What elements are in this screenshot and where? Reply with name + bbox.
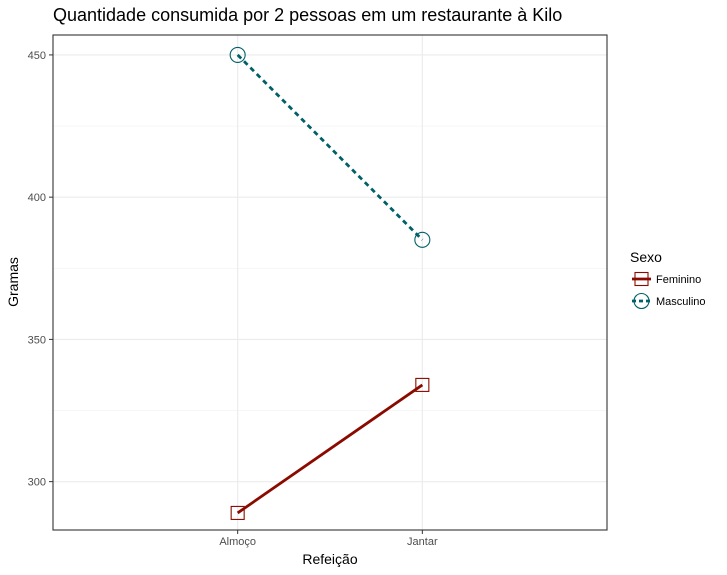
legend-key-masculino bbox=[633, 292, 650, 310]
panel-border bbox=[52, 34, 608, 531]
legend-label-masculino: Masculino bbox=[656, 296, 706, 308]
x-axis: Almoço Jantar bbox=[219, 530, 438, 548]
data-point-masculino bbox=[229, 46, 246, 63]
data-point-feminino bbox=[415, 377, 430, 392]
y-axis-title: Gramas bbox=[5, 257, 21, 307]
y-tick-label: 300 bbox=[28, 477, 46, 489]
series-line-masculino bbox=[236, 53, 424, 241]
plot-panel bbox=[53, 35, 607, 530]
legend-key-feminino bbox=[634, 271, 649, 287]
series-line-feminino bbox=[236, 383, 424, 515]
y-tick-label: 400 bbox=[28, 192, 46, 204]
x-axis-title: Refeição bbox=[302, 551, 357, 567]
legend-title: Sexo bbox=[630, 249, 662, 265]
data-point-feminino bbox=[230, 505, 245, 520]
legend-label-feminino: Feminino bbox=[656, 274, 701, 286]
y-tick-label: 350 bbox=[28, 334, 46, 346]
y-tick-label: 450 bbox=[28, 50, 46, 62]
chart-title: Quantidade consumida por 2 pessoas em um… bbox=[53, 5, 562, 25]
data-point-masculino bbox=[414, 231, 431, 248]
major-gridlines bbox=[53, 35, 607, 530]
x-tick-label: Almoço bbox=[219, 536, 256, 548]
series-layer bbox=[229, 46, 431, 520]
y-axis: 300 350 400 450 bbox=[28, 50, 53, 489]
minor-gridlines bbox=[53, 125, 607, 411]
x-tick-label: Jantar bbox=[407, 536, 438, 548]
legend: Sexo Feminino Masculino bbox=[630, 249, 706, 310]
